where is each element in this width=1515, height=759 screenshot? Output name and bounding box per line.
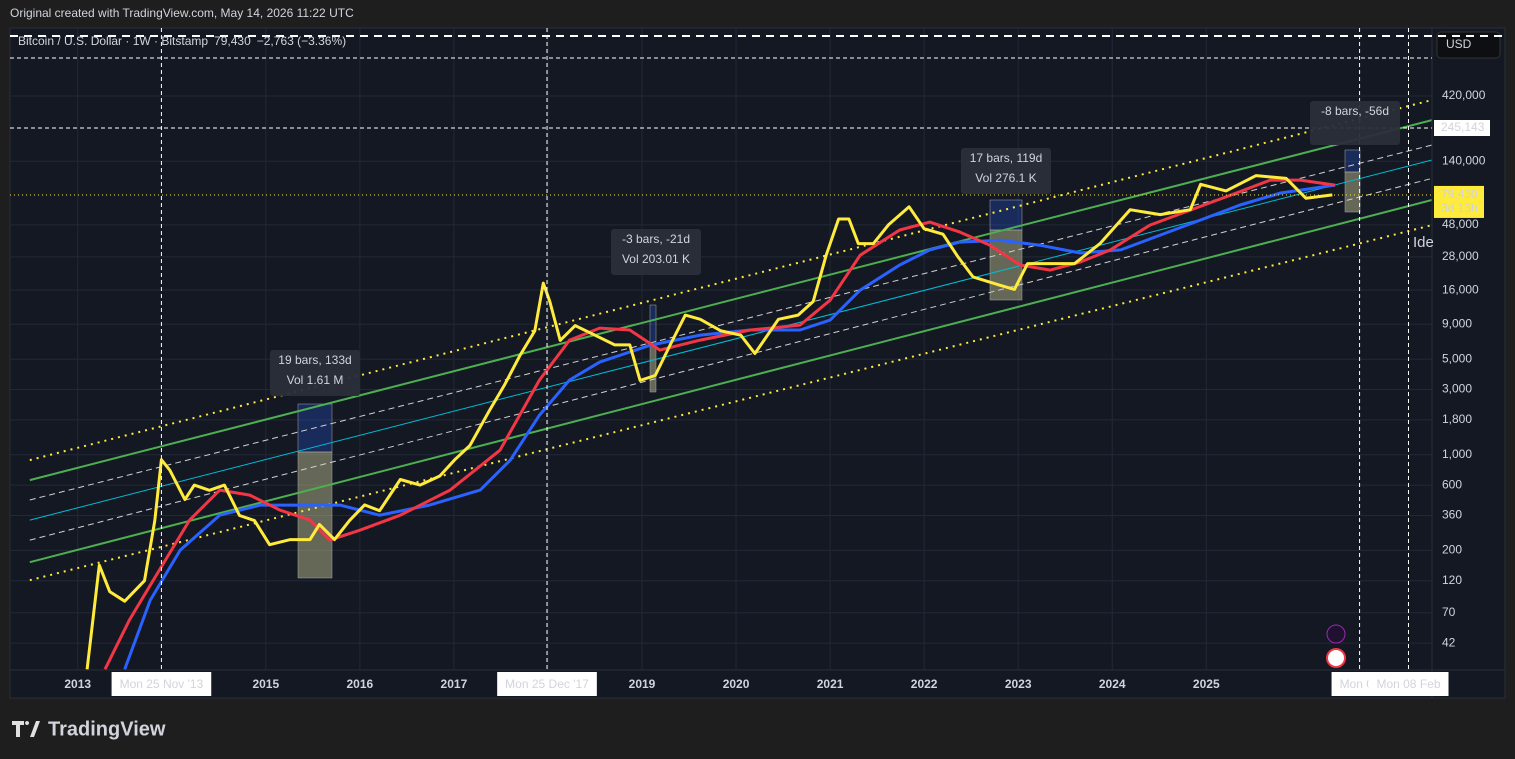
annotation-box	[270, 350, 360, 396]
last-price-box	[1434, 185, 1484, 218]
legend-change: −2,763 (−3.36%)	[257, 34, 346, 48]
x-tick-label: 2016	[347, 677, 374, 691]
annotation-box	[611, 229, 701, 275]
y-tick-label: 120	[1442, 573, 1462, 587]
price-line-box	[1434, 119, 1490, 136]
series-line	[103, 178, 1336, 670]
y-tick-label: 420,000	[1442, 88, 1486, 102]
crosshair-label: Mon 08 Feb	[1376, 677, 1440, 691]
y-tick-label: 140,000	[1442, 153, 1486, 167]
side-text: Ide	[1413, 234, 1434, 251]
x-tick-label: 2021	[817, 677, 844, 691]
x-tick-label: 2020	[723, 677, 750, 691]
y-tick-label: 600	[1442, 477, 1462, 491]
measure-bottom	[297, 451, 333, 579]
x-tick-label: 2013	[64, 677, 91, 691]
last-price-label: 79,430	[1441, 187, 1478, 201]
event-icon	[1326, 648, 1346, 668]
legend-price: 79,430	[214, 34, 251, 48]
x-tick-label: 2015	[252, 677, 279, 691]
x-tick-label: 2024	[1099, 677, 1126, 691]
x-tick-label: 2022	[911, 677, 938, 691]
annotation-text: -8 bars, -56d	[1321, 104, 1389, 118]
series-line	[29, 177, 1432, 541]
annotation-text: 19 bars, 133d	[278, 353, 351, 367]
annotation-box	[961, 148, 1051, 194]
x-tick-label: 2017	[441, 677, 468, 691]
y-tick-label: 42	[1442, 635, 1456, 649]
brand-logo	[12, 721, 40, 737]
crosshair-box	[1368, 672, 1449, 696]
annotation-text: Vol 1.61 M	[287, 373, 344, 387]
countdown: 3d 13h	[1441, 201, 1478, 215]
y-tick-label: 3,000	[1442, 382, 1472, 396]
plot	[10, 28, 1432, 670]
measure-bottom	[649, 344, 657, 393]
y-tick-label: 200	[1442, 543, 1462, 557]
crosshair-box	[497, 672, 597, 696]
y-tick-label: 48,000	[1442, 217, 1479, 231]
crosshair-box	[111, 672, 212, 696]
brand-name: TradingView	[48, 718, 166, 740]
crosshair-label: Mon 25 Nov '13	[120, 677, 204, 691]
measure-top	[989, 199, 1023, 231]
currency-button[interactable]	[1436, 31, 1501, 59]
y-tick-label: 16,000	[1442, 282, 1479, 296]
annotation-box	[1310, 101, 1400, 145]
brand: TradingView	[12, 718, 166, 740]
y-tick-label: 28,000	[1442, 249, 1479, 263]
annotation-text: Vol 276.1 K	[975, 171, 1036, 185]
currency-label: USD	[1446, 37, 1472, 51]
series-line	[29, 144, 1432, 501]
series-line	[29, 119, 1432, 482]
y-tick-label: 70	[1442, 605, 1456, 619]
x-tick-label: 2023	[1005, 677, 1032, 691]
annotation-text: -3 bars, -21d	[622, 232, 690, 246]
annotation-text: 17 bars, 119d	[970, 151, 1043, 165]
y-tick-label: 1,000	[1442, 447, 1472, 461]
legend-text: Bitcoin / U.S. Dollar · 1W · Bitstamp	[18, 34, 208, 48]
series-line	[85, 174, 1333, 670]
measure-bottom	[1344, 171, 1361, 213]
event-icon	[1326, 624, 1346, 644]
y-tick-label: 360	[1442, 508, 1462, 522]
annotation-text: Vol 203.01 K	[622, 252, 690, 266]
x-tick-label: 2019	[629, 677, 656, 691]
measure-top	[649, 304, 657, 346]
header-note: Original created with TradingView.com, M…	[10, 6, 354, 20]
measure-top	[1344, 149, 1361, 173]
y-tick-label: 1,800	[1442, 412, 1472, 426]
chart-frame	[9, 27, 1506, 699]
y-tick-label: 5,000	[1442, 351, 1472, 365]
x-tick-label: 2025	[1193, 677, 1220, 691]
series-line	[29, 224, 1432, 582]
crosshair-label: Mon 25 Dec '17	[505, 677, 589, 691]
y-tick-label: 9,000	[1442, 316, 1472, 330]
price-line-label: 245,143	[1441, 120, 1485, 134]
